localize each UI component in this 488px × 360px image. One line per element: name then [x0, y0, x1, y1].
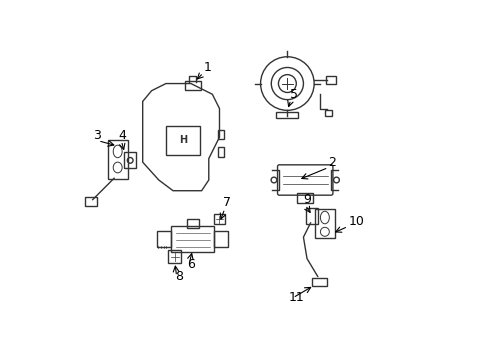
Text: 8: 8: [175, 270, 183, 283]
Text: 10: 10: [348, 215, 365, 228]
Text: H: H: [179, 135, 187, 145]
Text: 6: 6: [186, 257, 194, 270]
Text: 3: 3: [93, 129, 101, 142]
Text: 2: 2: [328, 156, 336, 169]
Text: 1: 1: [203, 61, 211, 74]
Text: 4: 4: [119, 129, 126, 142]
Text: 11: 11: [288, 292, 305, 305]
Text: 7: 7: [223, 196, 231, 209]
Text: 5: 5: [290, 88, 298, 101]
Text: 9: 9: [303, 193, 311, 206]
